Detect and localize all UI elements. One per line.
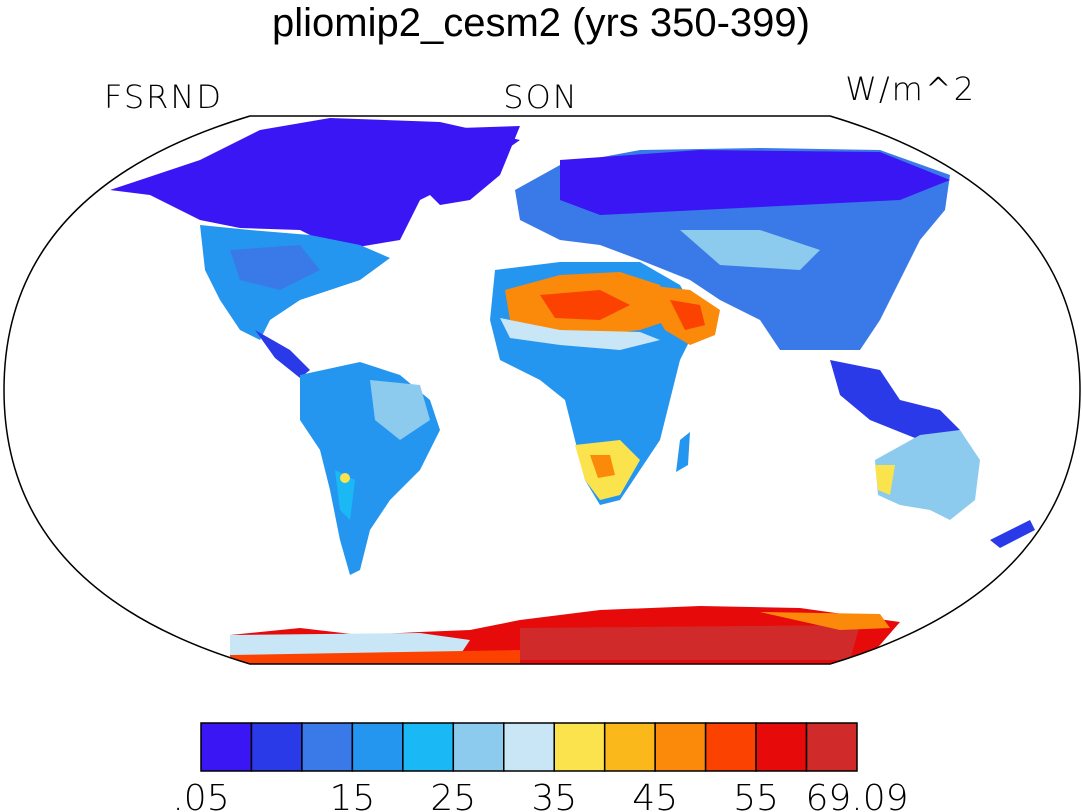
colorbar-tick-label: 69.09 [805, 778, 908, 812]
map-title: pliomip2_cesm2 (yrs 350-399) [271, 1, 810, 45]
colorbar-swatch [200, 722, 253, 772]
colorbar-swatch [654, 722, 707, 772]
colorbar-swatch [603, 722, 656, 772]
colorbar-swatch [704, 722, 757, 772]
colorbar-tick-label: .05 [172, 778, 229, 812]
colorbar-tick-label: 55 [733, 778, 779, 812]
colorbar-tick-label: 35 [531, 778, 577, 812]
colorbar-tick-label: 25 [430, 778, 476, 812]
colorbar: .05 15 25 35 45 55 69.09 [172, 722, 909, 812]
globe-outline [3, 115, 1081, 665]
units-label: W/m^2 [845, 70, 976, 108]
region-greenland [400, 126, 520, 205]
season-label: SON [503, 78, 579, 116]
colorbar-swatch [301, 722, 354, 772]
colorbar-swatch [503, 722, 555, 772]
colorbar-swatch [351, 722, 404, 772]
colorbar-swatch [553, 722, 606, 772]
region-australia [875, 430, 980, 520]
colorbar-swatch [402, 722, 455, 772]
land-fields [110, 118, 1035, 664]
colorbar-tick-label: 15 [329, 778, 375, 812]
colorbar-swatch [250, 722, 303, 772]
colorbar-swatch [755, 722, 808, 772]
colorbar-swatch [805, 722, 858, 772]
colorbar-swatch [452, 722, 505, 772]
variable-label: FSRND [104, 78, 223, 116]
colorbar-tick-label: 45 [632, 778, 678, 812]
